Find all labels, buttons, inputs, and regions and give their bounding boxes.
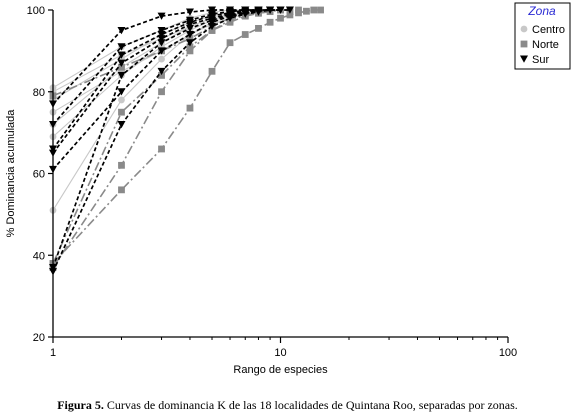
series-sur-17-point: [254, 7, 263, 15]
y-tick-label: 20: [33, 332, 45, 344]
y-tick-label: 100: [27, 5, 45, 17]
axes-layer: 20 40 60 80 100 1 10 100 Rango de especies % Domi…: [5, 5, 517, 376]
series-norte-9-point: [208, 27, 216, 34]
caption-text: Curvas de dominancia K de las 18 localid…: [103, 398, 518, 412]
series-centro-0-point: [158, 55, 165, 63]
series-centro-2-line: [52, 9, 259, 125]
series-norte-7-point: [277, 14, 284, 22]
x-tick-label: 10: [274, 347, 286, 359]
series-norte-7-point: [286, 11, 294, 19]
series-sur-13-point: [117, 59, 126, 67]
caption-label: Figura 5.: [57, 398, 104, 412]
series-sur-12-point: [285, 6, 294, 14]
series-centro-0-point: [118, 96, 125, 104]
series-norte-7-point: [226, 39, 234, 47]
series-norte-9-point: [158, 72, 165, 79]
series-sur-11-point: [185, 39, 194, 47]
series-sur-17-point: [276, 6, 285, 14]
y-tick-label: 80: [33, 87, 45, 99]
series-sur-15-line: [52, 9, 271, 125]
series-norte-8-point: [295, 6, 302, 14]
series-sur-17-line: [52, 9, 281, 268]
x-tick-label: 100: [499, 347, 517, 359]
figure-caption: Figura 5. Curvas de dominancia K de las …: [0, 398, 575, 413]
y-axis-label: % Dominancia acumulada: [5, 109, 17, 238]
series-sur-14-point: [157, 31, 166, 39]
legend-norte-label: Norte: [532, 39, 559, 51]
series-sur-16-point: [157, 12, 166, 20]
series-norte-7-point: [303, 7, 310, 15]
series-sur-14-point: [117, 51, 126, 59]
series-sur-16-point: [226, 6, 235, 14]
series-sur-11-point: [117, 120, 126, 129]
legend-sur-label: Sur: [532, 54, 549, 66]
series-norte-7-point: [317, 6, 324, 14]
series-sur-11-point: [208, 22, 217, 31]
series-sur-16-point: [208, 6, 217, 14]
series-sur-17-point: [266, 6, 275, 14]
series-layer: [49, 6, 324, 276]
y-tick-label: 40: [33, 250, 45, 262]
legend-sur-marker: [520, 55, 528, 63]
series-sur-17-point: [226, 11, 235, 19]
legend-centro-marker: [520, 25, 528, 33]
series-sur-16-point: [185, 8, 194, 16]
x-axis-label: Rango de especies: [233, 364, 328, 376]
series-norte-10-point: [186, 35, 194, 43]
series-sur-13-point: [157, 35, 166, 43]
legend-centro-label: Centro: [532, 24, 565, 36]
series-norte-7-point: [118, 186, 125, 194]
legend-norte-marker: [520, 40, 528, 48]
legend: Zona Centro Norte Sur: [514, 2, 571, 70]
series-norte-10-point: [118, 63, 125, 71]
series-sur-15-point: [117, 43, 126, 51]
x-tick-label: 1: [50, 347, 56, 359]
series-sur-12-point: [117, 88, 126, 96]
series-norte-7-point: [255, 24, 262, 32]
series-sur-15-point: [185, 16, 194, 25]
series-norte-8-line: [52, 9, 299, 268]
series-norte-7-point: [266, 18, 274, 26]
series-norte-9-point: [118, 108, 125, 116]
series-sur-17-point: [157, 39, 166, 47]
series-norte-7-point: [208, 67, 216, 75]
series-sur-16-point: [117, 26, 126, 35]
series-sur-17-point: [208, 16, 217, 25]
series-sur-11-point: [157, 67, 166, 76]
series-sur-14-line: [52, 9, 259, 150]
series-norte-7-point: [158, 145, 165, 153]
series-sur-17-point: [185, 24, 194, 33]
dominance-chart: 20 40 60 80 100 1 10 100 Rango de especies % Domi…: [5, 2, 571, 376]
y-tick-label: 60: [33, 169, 45, 181]
series-norte-8-point: [158, 88, 165, 96]
series-norte-8-point: [186, 47, 194, 55]
legend-title: Zona: [527, 4, 556, 18]
series-norte-7-point: [241, 31, 249, 38]
series-sur-17-point: [117, 71, 126, 80]
series-sur-17-point: [241, 8, 250, 17]
series-sur-15-point: [208, 10, 217, 18]
series-norte-7-point: [310, 6, 318, 14]
series-norte-7-point: [186, 104, 194, 112]
series-norte-9-point: [186, 43, 194, 51]
series-sur-12-point: [185, 31, 194, 39]
series-sur-15-point: [157, 26, 166, 35]
series-norte-8-point: [118, 161, 125, 169]
series-sur-12-point: [157, 47, 166, 55]
